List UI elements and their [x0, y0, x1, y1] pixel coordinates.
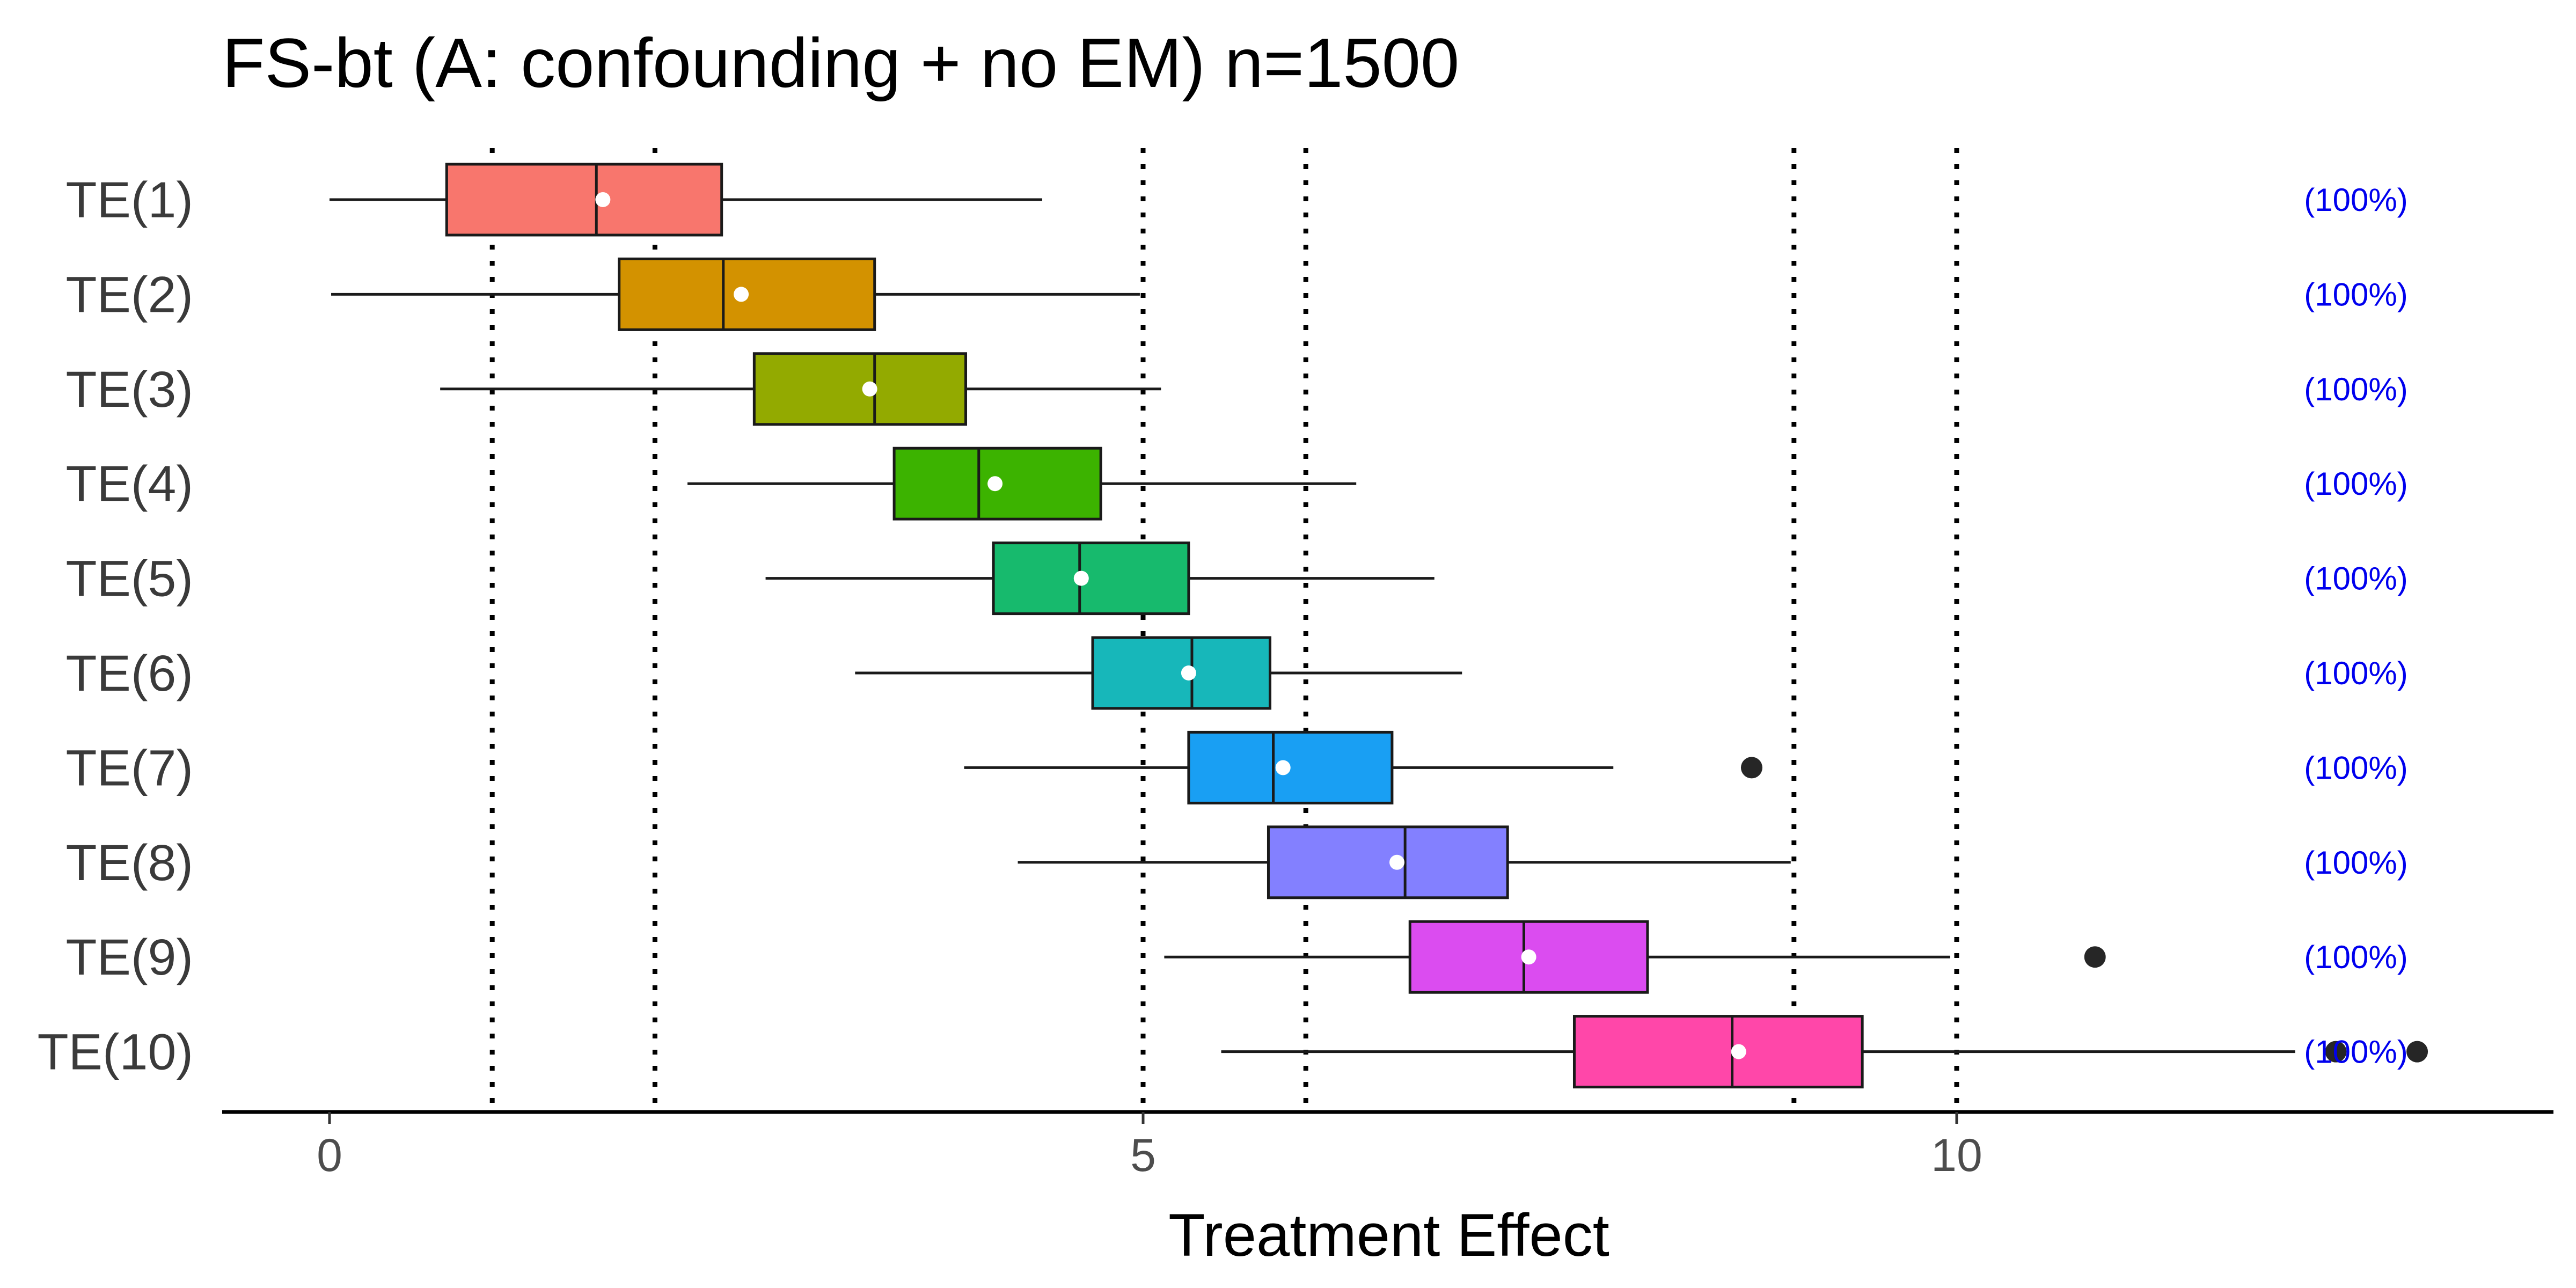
y-tick-label: TE(6): [66, 645, 194, 702]
box-iqr: [445, 163, 723, 237]
x-axis-label: Treatment Effect: [1168, 1202, 1609, 1269]
box-3: [440, 352, 1161, 426]
y-tick-label: TE(10): [38, 1024, 193, 1081]
mean-point: [1181, 665, 1196, 680]
box-5: [765, 541, 1435, 616]
mean-point: [1731, 1044, 1746, 1059]
mean-point: [1073, 570, 1089, 586]
percent-annotation: (100%): [2304, 939, 2407, 975]
outlier-point: [2084, 946, 2106, 968]
percent-annotation: (100%): [2304, 371, 2407, 407]
y-tick-label: TE(2): [66, 266, 194, 323]
mean-point: [734, 287, 749, 302]
x-tick-label: 5: [1130, 1130, 1156, 1181]
box-iqr: [1572, 1015, 1864, 1089]
mean-point: [987, 476, 1003, 492]
outlier-point: [2406, 1041, 2428, 1063]
mean-point: [1275, 760, 1291, 775]
x-axis-ticks: 0 5 10: [317, 1112, 1982, 1181]
outlier-point: [2325, 1041, 2347, 1063]
box-7: [964, 730, 1762, 804]
percent-annotation: (100%): [2304, 561, 2407, 597]
percent-annotation: (100%): [2304, 1034, 2407, 1070]
box-2: [331, 257, 1140, 331]
box-9: [1164, 920, 2106, 994]
y-axis-labels: TE(1) TE(2) TE(3) TE(4) TE(5) TE(6) TE(7) TE(8)…: [38, 172, 193, 1081]
box-8: [1018, 825, 1791, 899]
x-tick-label: 10: [1931, 1130, 1982, 1181]
box-1: [330, 163, 1043, 237]
x-tick-label: 0: [317, 1130, 342, 1181]
box-6: [855, 636, 1462, 710]
box-10: [1221, 1015, 2428, 1089]
percent-annotations: (100%) (100%) (100%) (100%) (100%) (100%) (100…: [2304, 182, 2407, 1070]
y-tick-label: TE(7): [66, 740, 194, 796]
chart-title: FS-bt (A: confounding + no EM) n=1500: [222, 24, 1459, 102]
mean-point: [862, 381, 877, 397]
outlier-point: [1740, 757, 1762, 779]
y-tick-label: TE(1): [66, 172, 194, 229]
mean-point: [595, 192, 611, 207]
percent-annotation: (100%): [2304, 466, 2407, 502]
y-tick-label: TE(9): [66, 929, 194, 986]
mean-point: [1521, 949, 1536, 965]
percent-annotation: (100%): [2304, 276, 2407, 312]
mean-point: [1389, 854, 1404, 870]
boxplots: [330, 163, 2428, 1089]
box-iqr: [752, 352, 968, 426]
box-4: [687, 447, 1357, 521]
y-tick-label: TE(8): [66, 835, 194, 891]
percent-annotation: (100%): [2304, 655, 2407, 691]
percent-annotation: (100%): [2304, 182, 2407, 218]
y-tick-label: TE(4): [66, 456, 194, 513]
percent-annotation: (100%): [2304, 845, 2407, 881]
y-tick-label: TE(3): [66, 361, 194, 418]
y-tick-label: TE(5): [66, 551, 194, 608]
percent-annotation: (100%): [2304, 750, 2407, 786]
box-iqr: [1267, 825, 1509, 899]
box-iqr: [992, 541, 1190, 616]
